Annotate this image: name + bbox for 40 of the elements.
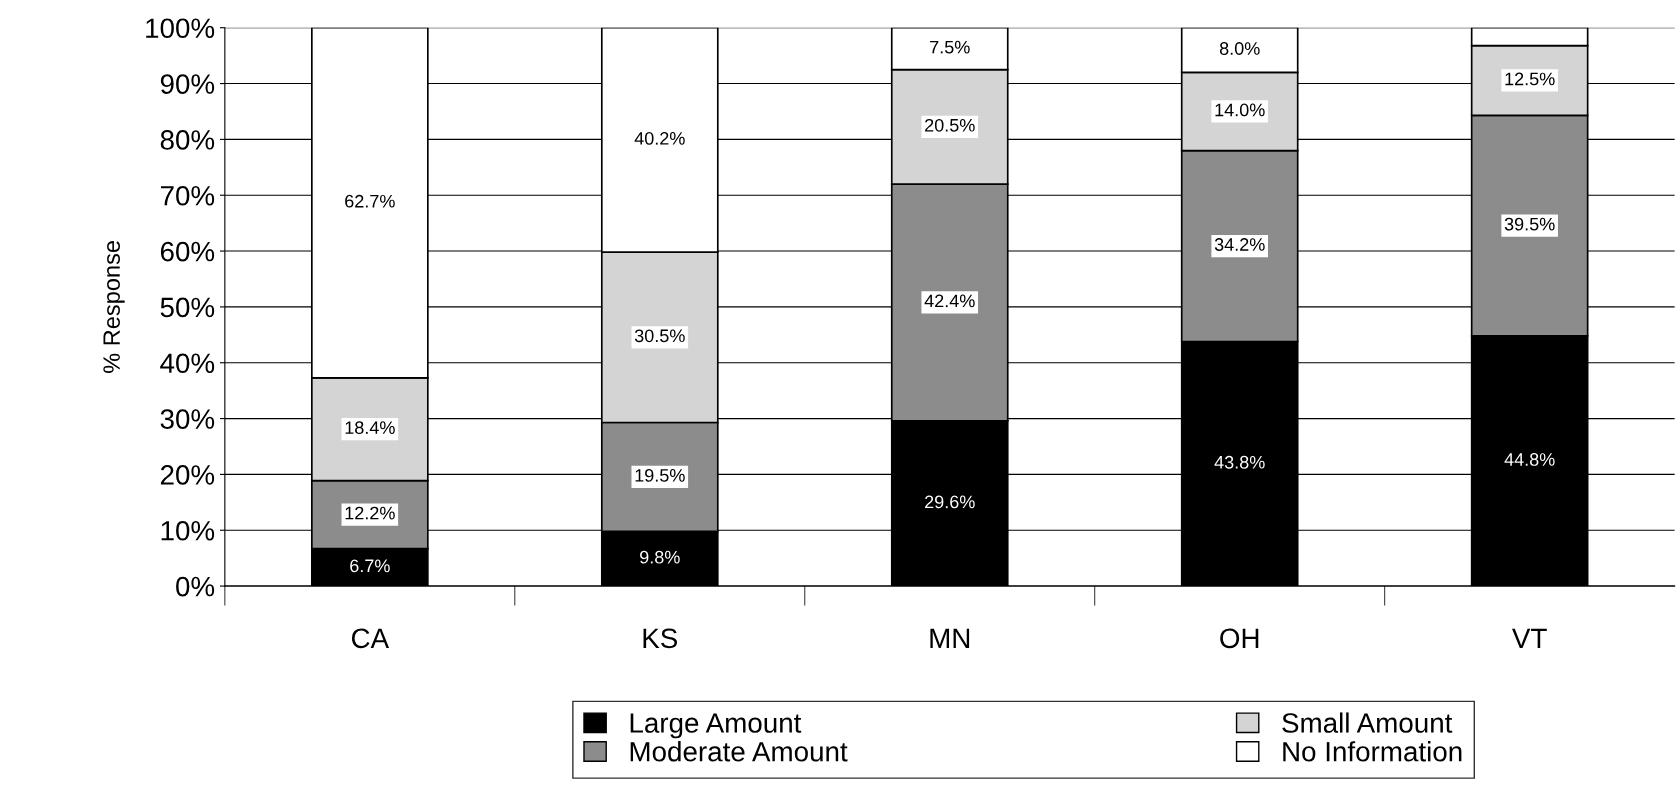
data-label: 40.2%	[634, 132, 685, 145]
legend-label: Moderate Amount	[630, 741, 848, 762]
data-label: 9.8%	[640, 550, 680, 564]
legend-label: Large Amount	[630, 713, 802, 739]
x-tick-label: VT	[1512, 628, 1547, 648]
data-label: 62.7%	[345, 194, 395, 208]
data-label: 12.5%	[1505, 72, 1555, 86]
data-label: 7.5%	[930, 40, 970, 54]
x-tick-label: MN	[930, 628, 970, 648]
legend-label: No Information	[1283, 741, 1462, 762]
data-label: 20.5%	[925, 118, 975, 132]
data-label: 18.4%	[345, 421, 395, 435]
y-tick-label: 100%	[146, 18, 215, 39]
y-tick-label: 60%	[160, 241, 215, 262]
data-label: 6.7%	[350, 559, 390, 573]
y-tick-label: 80%	[160, 130, 215, 150]
y-tick-label: 90%	[160, 74, 215, 94]
y-tick-label: 70%	[160, 185, 215, 206]
data-label: 12.2%	[345, 506, 395, 520]
x-tick-label: KS	[643, 628, 678, 649]
data-label: 29.6%	[925, 495, 975, 509]
y-tick-label: 0%	[176, 576, 215, 597]
data-label: 42.4%	[924, 294, 975, 308]
y-tick-label: 10%	[161, 520, 215, 541]
legend-label: Small Amount	[1282, 712, 1453, 733]
data-label: 30.5%	[634, 329, 685, 343]
y-tick-label: 40%	[160, 353, 215, 374]
x-tick-label: CA	[351, 628, 390, 649]
x-tick-label: OH	[1220, 628, 1259, 649]
y-tick-label: 30%	[160, 409, 215, 429]
data-label: 14.0%	[1215, 103, 1265, 117]
y-tick-label: 20%	[160, 465, 215, 485]
data-label: 19.5%	[635, 468, 685, 482]
data-label: 39.5%	[1504, 217, 1555, 231]
y-tick-label: 50%	[160, 297, 215, 318]
data-label: 44.8%	[1504, 453, 1555, 466]
data-label: 34.2%	[1214, 238, 1265, 251]
data-label: 43.8%	[1214, 455, 1265, 469]
y-axis-title: % Response	[103, 241, 125, 373]
data-label: 8.0%	[1219, 42, 1260, 55]
